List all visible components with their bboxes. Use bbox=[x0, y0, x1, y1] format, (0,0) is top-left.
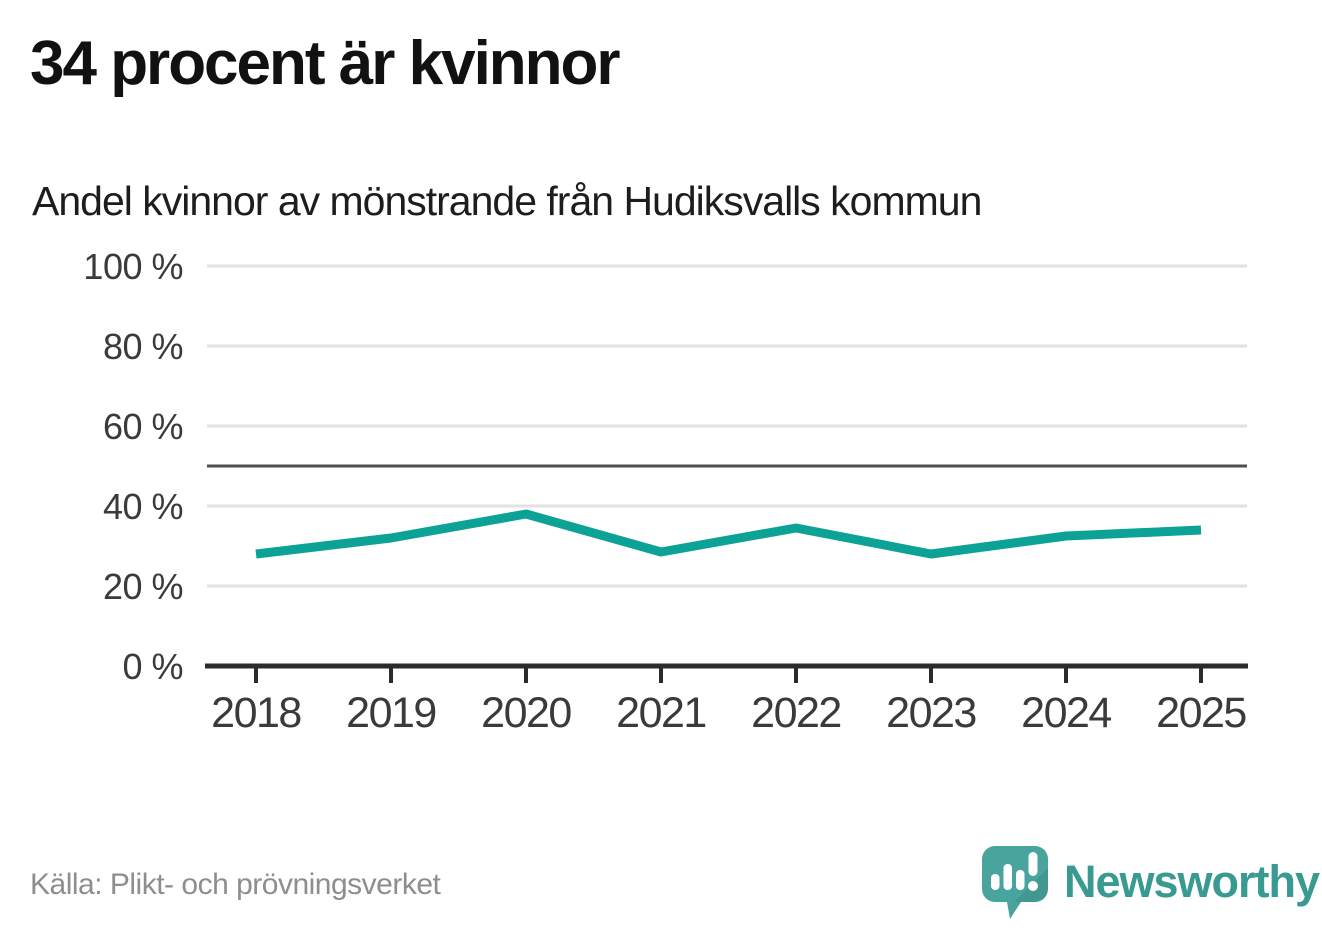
data-series bbox=[255, 509, 1202, 559]
gridlines bbox=[207, 264, 1247, 588]
x-axis bbox=[205, 663, 1248, 683]
x-tick-label: 2020 bbox=[481, 689, 571, 737]
x-tick-label: 2019 bbox=[346, 689, 436, 737]
line-chart: 0 % 20 % 40 % 60 % 80 % 100 % 2018 2019 2020 2021… bbox=[83, 246, 1248, 737]
chart-headline: 34 procent är kvinnor bbox=[30, 29, 621, 98]
data-line-andel-kvinnor bbox=[255, 509, 1202, 559]
bar-chart-speech-bubble-icon bbox=[982, 846, 1048, 919]
newsworthy-logo-text: Newsworthy bbox=[1064, 856, 1320, 907]
x-axis-labels: 2018 2019 2020 2021 2022 2023 2024 2025 bbox=[211, 689, 1248, 737]
y-tick-label: 60 % bbox=[103, 406, 183, 447]
y-tick-label: 0 % bbox=[122, 646, 183, 687]
source-caption: Källa: Plikt- och prövningsverket bbox=[30, 868, 441, 901]
y-axis-labels: 0 % 20 % 40 % 60 % 80 % 100 % bbox=[83, 246, 183, 687]
x-tick-label: 2021 bbox=[616, 689, 706, 737]
x-tick-label: 2018 bbox=[211, 689, 301, 737]
x-tick-label: 2025 bbox=[1156, 689, 1246, 737]
newsworthy-logo: Newsworthy bbox=[980, 842, 1320, 924]
y-tick-label: 20 % bbox=[103, 566, 183, 607]
x-tick-label: 2022 bbox=[751, 689, 841, 737]
y-tick-label: 100 % bbox=[83, 246, 183, 287]
y-tick-label: 80 % bbox=[103, 326, 183, 367]
y-tick-label: 40 % bbox=[103, 486, 183, 527]
x-tick-label: 2024 bbox=[1021, 689, 1111, 737]
chart-subtitle: Andel kvinnor av mönstrande från Hudiksv… bbox=[32, 178, 982, 224]
x-tick-label: 2023 bbox=[886, 689, 976, 737]
